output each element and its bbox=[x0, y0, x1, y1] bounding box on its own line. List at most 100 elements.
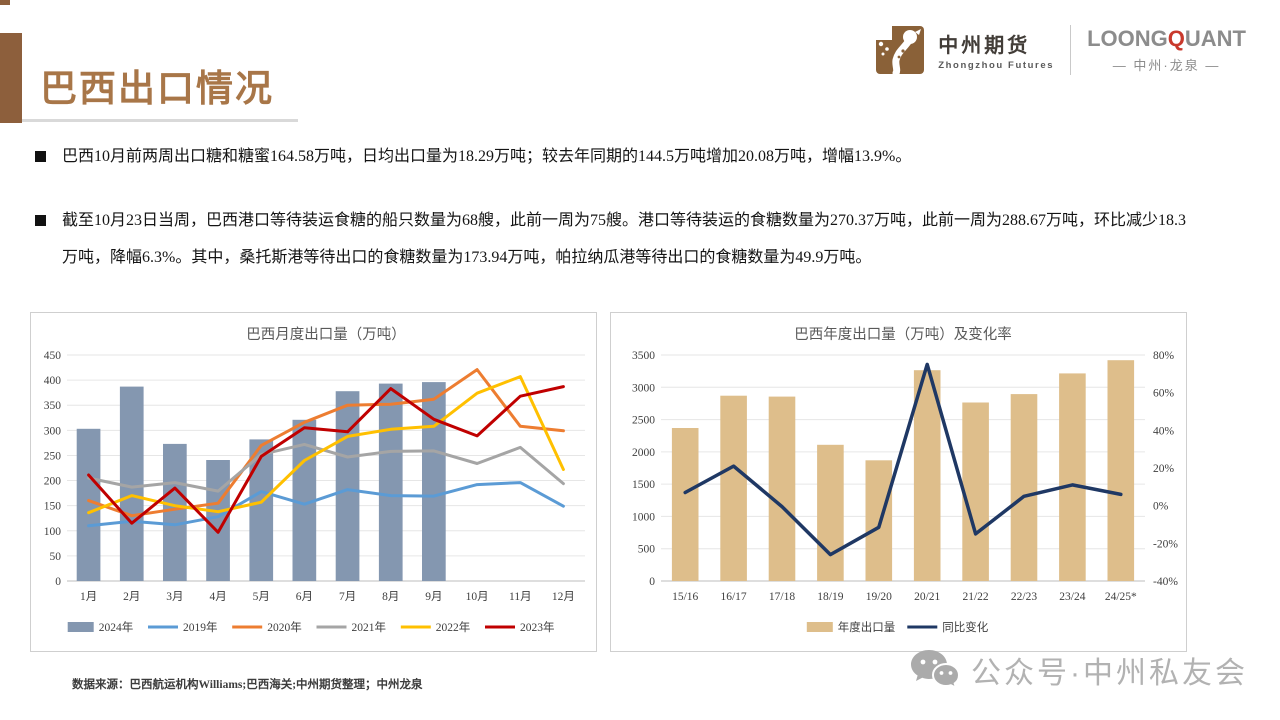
monthly-export-chart: 0 50 100 150 200 250 300 350 400 450 1月 2月 3月 4月 5月 6月 7… bbox=[30, 312, 597, 652]
bar bbox=[1059, 373, 1086, 581]
svg-text:9月: 9月 bbox=[425, 591, 442, 603]
svg-text:3月: 3月 bbox=[166, 591, 183, 603]
svg-text:20%: 20% bbox=[1153, 463, 1175, 475]
line-series bbox=[683, 362, 1123, 557]
bar bbox=[119, 386, 144, 581]
svg-text:23/24: 23/24 bbox=[1059, 591, 1085, 603]
svg-text:21/22: 21/22 bbox=[962, 591, 988, 603]
zhongzhou-logo: 中州期货 Zhongzhou Futures bbox=[874, 24, 1054, 76]
svg-text:20/21: 20/21 bbox=[914, 591, 940, 603]
bar bbox=[865, 460, 893, 581]
logo-divider bbox=[1070, 25, 1072, 75]
svg-text:年度出口量: 年度出口量 bbox=[838, 620, 896, 634]
bullet-list: 巴西10月前两周出口糖和糖蜜164.58万吨，日均出口量为18.29万吨；较去年… bbox=[35, 138, 1195, 303]
svg-text:10月: 10月 bbox=[466, 591, 489, 603]
svg-text:1月: 1月 bbox=[80, 591, 97, 603]
svg-text:4月: 4月 bbox=[209, 591, 226, 603]
svg-text:50: 50 bbox=[50, 551, 62, 563]
svg-text:同比变化: 同比变化 bbox=[942, 620, 988, 634]
svg-text:15/16: 15/16 bbox=[672, 591, 698, 603]
svg-text:-40%: -40% bbox=[1153, 576, 1178, 588]
line-series bbox=[87, 442, 565, 493]
svg-text:1500: 1500 bbox=[632, 479, 655, 491]
svg-text:11月: 11月 bbox=[509, 591, 532, 603]
line-series bbox=[87, 375, 565, 515]
bar bbox=[249, 439, 274, 581]
annual-export-chart-svg: 0 500 1000 1500 2000 2500 3000 3500 -40% -20% 0% 20… bbox=[632, 326, 1178, 634]
bar bbox=[817, 444, 844, 581]
bullet-text: 巴西10月前两周出口糖和糖蜜164.58万吨，日均出口量为18.29万吨；较去年… bbox=[62, 148, 912, 165]
bullet-item: 巴西10月前两周出口糖和糖蜜164.58万吨，日均出口量为18.29万吨；较去年… bbox=[35, 138, 1195, 175]
svg-text:22/23: 22/23 bbox=[1011, 591, 1037, 603]
data-source-note: 数据来源：巴西航运机构Williams;巴西海关;中州期货整理；中州龙泉 bbox=[72, 679, 423, 691]
bar bbox=[163, 443, 187, 581]
svg-text:巴西年度出口量（万吨）及变化率: 巴西年度出口量（万吨）及变化率 bbox=[794, 326, 1012, 343]
svg-text:3500: 3500 bbox=[632, 350, 655, 362]
svg-text:250: 250 bbox=[44, 450, 62, 462]
bar bbox=[962, 402, 989, 581]
loongquant-cn: — 中州·龙泉 — bbox=[1112, 58, 1221, 73]
bar bbox=[422, 382, 446, 581]
bar bbox=[76, 428, 101, 581]
svg-text:7月: 7月 bbox=[339, 591, 356, 603]
svg-text:5月: 5月 bbox=[253, 591, 270, 603]
svg-text:巴西月度出口量（万吨）: 巴西月度出口量（万吨） bbox=[246, 326, 406, 343]
svg-text:2019年: 2019年 bbox=[183, 620, 218, 634]
bullet-square-icon bbox=[35, 151, 46, 162]
loongquant-logo: LOONGQUANT — 中州·龙泉 — bbox=[1087, 26, 1246, 74]
svg-text:2022年: 2022年 bbox=[436, 620, 471, 634]
monthly-export-chart-svg: 0 50 100 150 200 250 300 350 400 450 1月 2月 3月 4月 5月 6月 7… bbox=[44, 326, 585, 634]
svg-text:2020年: 2020年 bbox=[267, 620, 302, 634]
svg-text:0%: 0% bbox=[1153, 501, 1169, 513]
svg-text:2021年: 2021年 bbox=[352, 620, 387, 634]
svg-text:80%: 80% bbox=[1153, 350, 1175, 362]
header-logos: 中州期货 Zhongzhou Futures LOONGQUANT — 中州·龙… bbox=[874, 24, 1246, 76]
bullet-text: 截至10月23日当周，巴西港口等待装运食糖的船只数量为68艘，此前一周为75艘。… bbox=[62, 212, 1187, 266]
svg-text:150: 150 bbox=[44, 501, 62, 513]
svg-text:8月: 8月 bbox=[382, 591, 399, 603]
svg-text:16/17: 16/17 bbox=[720, 591, 746, 603]
svg-text:17/18: 17/18 bbox=[769, 591, 795, 603]
watermark-text: 公众号·中州私友会 bbox=[971, 657, 1248, 690]
svg-text:6月: 6月 bbox=[296, 591, 313, 603]
corner-accent bbox=[0, 0, 10, 5]
bar bbox=[671, 428, 699, 581]
title-accent-bar bbox=[0, 33, 22, 123]
bullet-item: 截至10月23日当周，巴西港口等待装运食糖的船只数量为68艘，此前一周为75艘。… bbox=[35, 202, 1195, 276]
svg-text:2023年: 2023年 bbox=[520, 620, 555, 634]
svg-text:3000: 3000 bbox=[632, 382, 655, 394]
svg-text:500: 500 bbox=[638, 544, 656, 556]
svg-text:300: 300 bbox=[44, 425, 62, 437]
annual-export-chart: 0 500 1000 1500 2000 2500 3000 3500 -40% -20% 0% 20… bbox=[610, 312, 1187, 652]
svg-text:200: 200 bbox=[44, 476, 62, 488]
line-series bbox=[87, 368, 565, 518]
loongquant-wordmark: LOONGQUANT bbox=[1087, 26, 1246, 51]
svg-text:40%: 40% bbox=[1153, 425, 1175, 437]
svg-text:18/19: 18/19 bbox=[817, 591, 843, 603]
svg-text:-20%: -20% bbox=[1153, 538, 1178, 550]
zhongzhou-logo-cn: 中州期货 bbox=[938, 35, 1031, 57]
bar bbox=[335, 391, 360, 581]
svg-text:450: 450 bbox=[44, 350, 62, 362]
bar bbox=[1010, 394, 1038, 581]
wechat-watermark: 公众号·中州私友会 bbox=[909, 648, 1248, 692]
bullet-square-icon bbox=[35, 215, 46, 226]
bar bbox=[720, 395, 747, 581]
page-title: 巴西出口情况 bbox=[40, 67, 274, 110]
bar bbox=[378, 383, 403, 581]
bar bbox=[292, 419, 317, 581]
svg-text:24/25*: 24/25* bbox=[1105, 591, 1137, 603]
line-series bbox=[87, 385, 565, 534]
zhongzhou-logo-en: Zhongzhou Futures bbox=[938, 60, 1055, 71]
leopard-logo-icon bbox=[876, 26, 925, 76]
bar bbox=[768, 396, 796, 581]
svg-text:350: 350 bbox=[44, 400, 62, 412]
bar bbox=[1107, 360, 1135, 581]
svg-text:19/20: 19/20 bbox=[866, 591, 892, 603]
svg-text:2000: 2000 bbox=[632, 447, 655, 459]
svg-text:400: 400 bbox=[44, 375, 62, 387]
svg-text:0: 0 bbox=[649, 576, 655, 588]
svg-text:12月: 12月 bbox=[552, 591, 575, 603]
svg-text:2024年: 2024年 bbox=[99, 620, 134, 634]
wechat-icon bbox=[911, 650, 961, 690]
